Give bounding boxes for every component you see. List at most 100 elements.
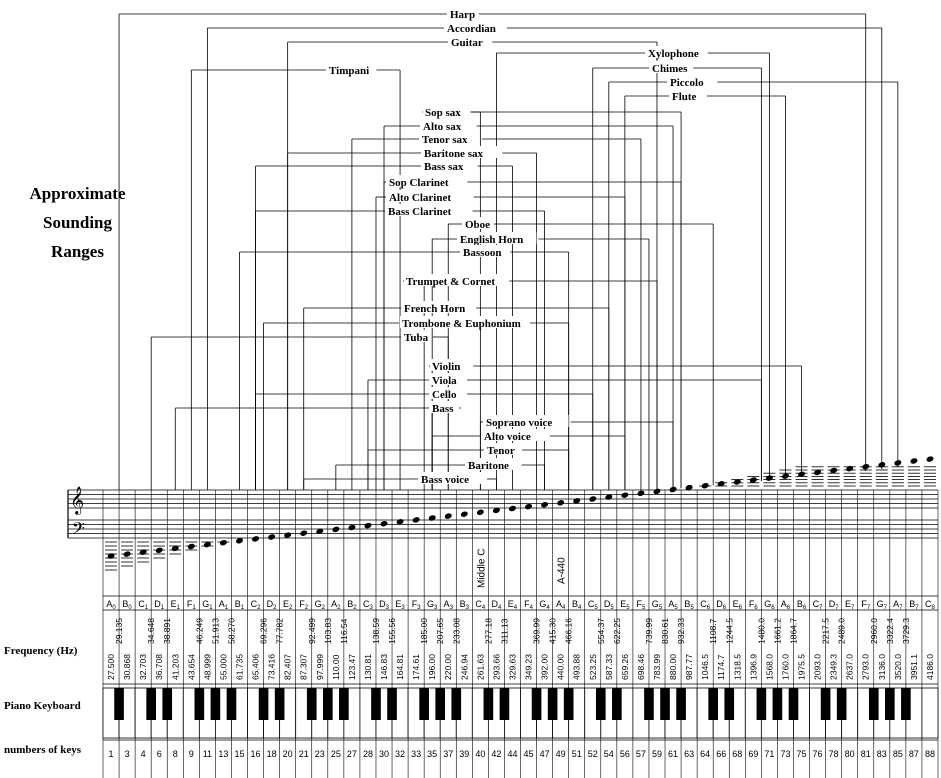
instrument-label: Harp (450, 9, 475, 21)
staff-note (573, 498, 581, 504)
black-key-frequency: 51.913 (210, 618, 220, 644)
note-name-label: G5 (652, 599, 663, 611)
note-name-label: B5 (684, 599, 694, 611)
instrument-label: Tenor (487, 445, 515, 457)
grand-staff: 𝄞𝄢 (67, 456, 938, 571)
note-name-label: D5 (604, 599, 615, 611)
note-name-label: B4 (572, 599, 582, 611)
key-number: 66 (716, 749, 726, 759)
black-key (339, 688, 349, 720)
black-key-frequency: 622.25 (612, 618, 622, 644)
staff-note (460, 511, 468, 517)
white-key-frequency: 2093.0 (813, 654, 823, 680)
note-name-label: B6 (797, 599, 807, 611)
instrument-label: Piccolo (670, 77, 704, 89)
black-key-frequency: 554.37 (596, 618, 606, 644)
side-title-line-3: Ranges (51, 242, 104, 261)
range-tenor-sax: Tenor sax (351, 132, 642, 490)
white-key-frequency: 123.47 (347, 654, 357, 680)
staff-note (894, 460, 902, 466)
key-number: 71 (764, 749, 774, 759)
white-key-frequency: 1174.7 (716, 654, 726, 680)
note-name-label: A7 (893, 599, 903, 611)
black-key-frequency: 155.56 (387, 618, 397, 644)
staff-note (444, 513, 452, 519)
white-key-frequency: 43.654 (186, 654, 196, 680)
note-name-label: E1 (171, 599, 181, 611)
staff-note (846, 465, 854, 472)
staff-note (476, 509, 484, 516)
black-key (820, 688, 831, 720)
white-key-frequency: 27.500 (106, 654, 116, 680)
black-key (612, 688, 622, 720)
black-key-frequency: 58.270 (226, 618, 236, 644)
range-bass-voice: Bass voice (303, 472, 497, 490)
range-tuba: Tuba (150, 330, 449, 490)
staff-note (653, 488, 661, 495)
staff-note (396, 519, 404, 525)
black-key-frequency: 369.99 (532, 618, 542, 644)
white-key-frequency: 3136.0 (877, 654, 887, 680)
key-number: 51 (572, 749, 582, 759)
range-brackets: Harp Accordian Guitar Xylophone Chimes Piccol… (118, 7, 899, 490)
staff-note (637, 490, 645, 497)
key-number: 35 (427, 749, 437, 759)
range-alto-clarinet: Alto Clarinet (375, 190, 626, 490)
key-number: 59 (652, 749, 662, 759)
black-key (146, 688, 156, 720)
range-baritone: Baritone (335, 458, 545, 490)
black-key-frequency: 739.99 (644, 618, 654, 644)
note-name-label: C8 (925, 599, 936, 611)
key-number: 1 (109, 749, 114, 759)
note-name-label: E5 (620, 599, 630, 611)
staff-note (765, 475, 773, 481)
key-number: 49 (556, 749, 566, 759)
note-name-label: B1 (235, 599, 245, 611)
key-number: 6 (157, 749, 162, 759)
a440-marker: A-440 (557, 557, 568, 584)
note-name-label: B2 (347, 599, 357, 611)
key-number: 40 (475, 749, 485, 759)
note-name-label: D4 (491, 599, 502, 611)
key-number: 64 (700, 749, 710, 759)
key-number: 85 (893, 749, 903, 759)
black-key (274, 688, 285, 720)
white-key-frequency: 220.00 (443, 654, 453, 680)
instrument-label: Flute (672, 91, 697, 103)
note-name-label: C3 (363, 599, 374, 611)
note-name-label: D3 (379, 599, 390, 611)
key-number: 15 (234, 749, 244, 759)
white-key-frequency: 523.25 (588, 654, 598, 680)
note-name-label: F2 (299, 599, 309, 611)
key-number: 30 (379, 749, 389, 759)
range-chimes: Chimes (592, 61, 762, 490)
white-key-frequency: 440.00 (556, 654, 566, 680)
note-name-label: E2 (283, 599, 293, 611)
key-number: 27 (347, 749, 357, 759)
black-key-frequency: 2489.0 (837, 618, 847, 644)
range-trombone-euphonium: Trombone & Euphonium (263, 316, 570, 490)
note-name-label: C7 (813, 599, 824, 611)
black-key (226, 688, 237, 720)
white-key-frequency: 146.83 (379, 654, 389, 680)
black-key (772, 688, 783, 720)
black-key-frequency: 277.18 (483, 618, 493, 644)
note-name-label: G7 (877, 599, 888, 611)
frequency-label: Frequency (Hz) (4, 645, 78, 657)
range-baritone-sax: Baritone sax (287, 146, 537, 490)
key-number: 42 (491, 749, 501, 759)
key-number: 76 (813, 749, 823, 759)
range-bass: Bass (174, 401, 461, 490)
key-number: 28 (363, 749, 373, 759)
note-name-label: B3 (460, 599, 470, 611)
instrument-label: Tuba (404, 332, 429, 344)
black-key (306, 688, 317, 720)
instrument-label: Sop sax (425, 107, 461, 119)
staff-note (589, 496, 597, 502)
black-key (595, 688, 606, 720)
staff-note (284, 532, 292, 538)
range-harp: Harp (118, 7, 867, 490)
black-key (194, 688, 205, 720)
note-name-label: C1 (138, 599, 149, 611)
